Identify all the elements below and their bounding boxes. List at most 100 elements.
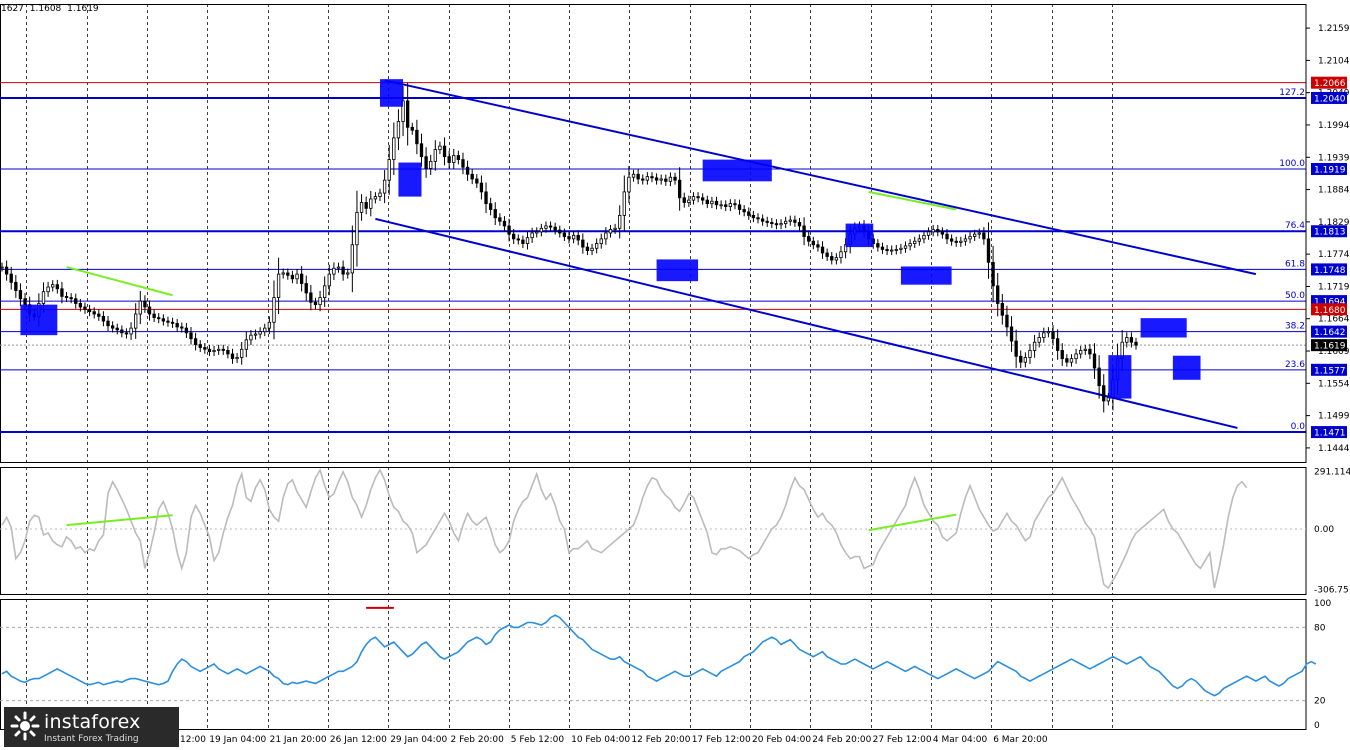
x-tick-label: 17 Feb 12:00 — [692, 735, 751, 745]
descending-channel — [375, 79, 1257, 429]
candle-body — [170, 321, 175, 324]
candle-body — [622, 191, 626, 216]
price-tag — [1311, 225, 1347, 238]
candle-body — [198, 344, 202, 348]
price-tag — [1311, 339, 1347, 352]
candle-body — [825, 252, 829, 257]
candle-body — [820, 246, 825, 254]
candle-body — [438, 145, 442, 151]
candle-body — [226, 350, 230, 355]
candle-body — [304, 283, 308, 294]
grid — [26, 4, 1113, 729]
y-tick-label: 1.2104 — [1318, 56, 1350, 66]
candle-body — [1032, 341, 1037, 351]
candle-body — [783, 220, 788, 225]
candle-body — [87, 308, 92, 313]
candle-body — [986, 238, 991, 263]
candle-body — [1028, 350, 1032, 358]
instaforex-logo[interactable]: instaforex Instant Forex Trading — [4, 707, 179, 747]
x-tick-label: 6 Mar 20:00 — [993, 735, 1048, 745]
candle-body — [115, 327, 119, 331]
candle-body — [276, 273, 281, 298]
cci-divergence-line — [868, 513, 957, 532]
candle-body — [627, 176, 631, 193]
candle-body — [654, 177, 659, 181]
candle-body — [120, 329, 124, 334]
candles — [0, 82, 1138, 413]
y-tick-label: 1.1609 — [1318, 347, 1350, 357]
candle-body — [991, 261, 995, 287]
x-tick-label: 24 Feb 20:00 — [812, 735, 871, 745]
candle-body — [959, 240, 963, 243]
x-tick-label: 2 Feb 20:00 — [451, 735, 505, 745]
candle-body — [484, 191, 488, 205]
candle-body — [369, 198, 373, 209]
candle-body — [585, 246, 590, 252]
candle-body — [184, 327, 189, 334]
candle-body — [424, 156, 428, 169]
candle-body — [4, 266, 9, 275]
price-tag — [1311, 263, 1347, 276]
candle-body — [470, 173, 474, 180]
candle-body — [346, 272, 350, 275]
price-tag-label: 1.1642 — [1314, 328, 1346, 338]
candle-body — [576, 234, 580, 241]
candle-body — [235, 357, 239, 360]
candle-body — [590, 247, 594, 252]
candle-body — [475, 178, 479, 184]
fib-label: 76.4 — [1285, 221, 1305, 231]
candle-body — [972, 233, 977, 237]
candle-body — [525, 237, 530, 244]
candle-body — [677, 179, 682, 199]
candle-body — [548, 225, 553, 228]
signal-box — [380, 79, 404, 107]
candle-body — [728, 203, 733, 207]
candle-body — [641, 178, 645, 181]
candle-body — [101, 315, 106, 322]
candle-body — [1046, 331, 1051, 334]
candle-body — [539, 227, 544, 233]
candle-body — [1079, 350, 1083, 355]
cci-tick-label: 0.00 — [1314, 525, 1334, 535]
candle-body — [318, 297, 322, 306]
candle-body — [604, 232, 608, 240]
candle-body — [737, 204, 742, 210]
candle-body — [350, 244, 355, 274]
candle-body — [571, 234, 576, 240]
candle-body — [618, 214, 622, 229]
price-tag-label: 1.1813 — [1314, 228, 1346, 238]
price-tag-label: 1.2066 — [1314, 79, 1346, 89]
candle-body — [41, 291, 46, 304]
candle-body — [558, 229, 562, 234]
candle-body — [249, 334, 253, 341]
candle-body — [309, 292, 313, 303]
candle-body — [396, 121, 401, 139]
candle-body — [378, 192, 382, 197]
candle-body — [60, 288, 64, 297]
candle-body — [742, 209, 746, 213]
candle-body — [83, 306, 87, 310]
candle-body — [14, 281, 18, 291]
candle-body — [203, 347, 207, 350]
x-tick-label: 26 Jan 12:00 — [330, 735, 387, 745]
candle-body — [880, 246, 885, 250]
candle-body — [405, 100, 410, 128]
candle-body — [954, 240, 958, 243]
brand-emblem-icon — [10, 711, 40, 741]
candle-body — [313, 301, 318, 306]
candle-body — [456, 155, 461, 161]
candle-body — [756, 217, 760, 220]
candle-body — [433, 149, 437, 162]
candle-body — [673, 176, 677, 181]
candle-body — [502, 220, 507, 227]
candle-body — [46, 286, 50, 293]
candle-body — [608, 229, 613, 234]
candle-body — [751, 214, 756, 219]
candle-body — [1005, 314, 1009, 328]
cci-line — [1, 468, 1248, 590]
candle-body — [465, 166, 470, 175]
ohlc-value: 1.1619 — [67, 4, 99, 14]
y-tick-label: 1.1499 — [1318, 412, 1350, 422]
candle-body — [747, 211, 751, 216]
